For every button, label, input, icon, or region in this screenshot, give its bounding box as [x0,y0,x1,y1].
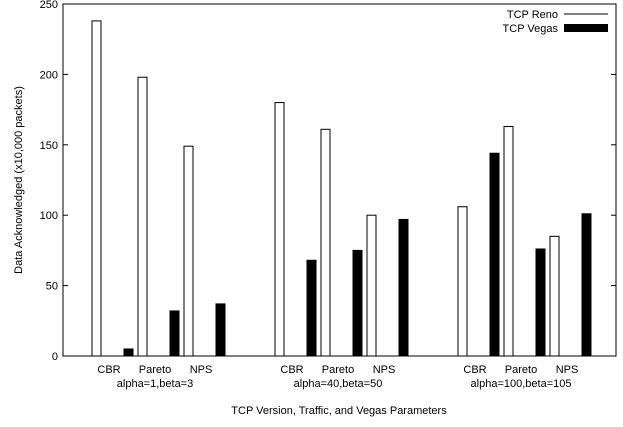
bar-reno-pareto [320,128,331,357]
legend-swatch-vegas [564,24,608,32]
bar-reno-cbr [274,102,285,357]
bar-vegas-pareto [352,249,363,357]
bar-vegas-pareto [169,310,180,357]
category-label: CBR [463,364,486,376]
x-axis-title: TCP Version, Traffic, and Vegas Paramete… [231,405,447,417]
y-axis: 0 50 100 150 200 250 [40,0,616,363]
bar-vegas-nps [398,218,409,357]
bar-reno-cbr [91,20,102,357]
bar-vegas-nps [215,303,226,357]
legend-label-reno: TCP Reno [507,9,558,21]
group-label: alpha=100,beta=105 [471,378,572,390]
category-label: NPS [373,364,396,376]
legend: TCP Reno TCP Vegas [503,9,608,35]
category-label: Pareto [322,364,354,376]
bar-vegas-cbr [123,348,134,357]
category-label: CBR [280,364,303,376]
group-label: alpha=40,beta=50 [294,378,383,390]
y-axis-title: Data Acknowledged (x10,000 packets) [13,86,25,274]
bar-reno-cbr [457,206,468,357]
category-label: Pareto [505,364,537,376]
y-tick-label: 50 [46,281,58,293]
legend-label-vegas: TCP Vegas [503,23,559,35]
y-tick-label: 200 [40,69,58,81]
bar-vegas-pareto [535,248,546,357]
plot-frame [62,3,617,357]
y-tick-label: 100 [40,210,58,222]
y-tick-label: 150 [40,140,58,152]
bar-reno-pareto [503,125,514,357]
category-label: CBR [97,364,120,376]
category-label: Pareto [139,364,171,376]
group-label: alpha=1,beta=3 [117,378,193,390]
y-tick-label: 0 [52,351,58,363]
bar-reno-nps [183,145,194,357]
bar-reno-nps [549,235,560,357]
bars [91,20,592,357]
x-axis-labels: CBR Pareto NPS alpha=1,beta=3 CBR Pareto NPS al… [97,364,578,390]
bar-vegas-nps [581,213,592,357]
bar-vegas-cbr [489,152,500,357]
bar-reno-nps [366,214,377,357]
y-tick-label: 250 [40,0,58,11]
category-label: NPS [190,364,213,376]
category-label: NPS [556,364,579,376]
bar-vegas-cbr [306,259,317,357]
bar-reno-pareto [137,76,148,357]
